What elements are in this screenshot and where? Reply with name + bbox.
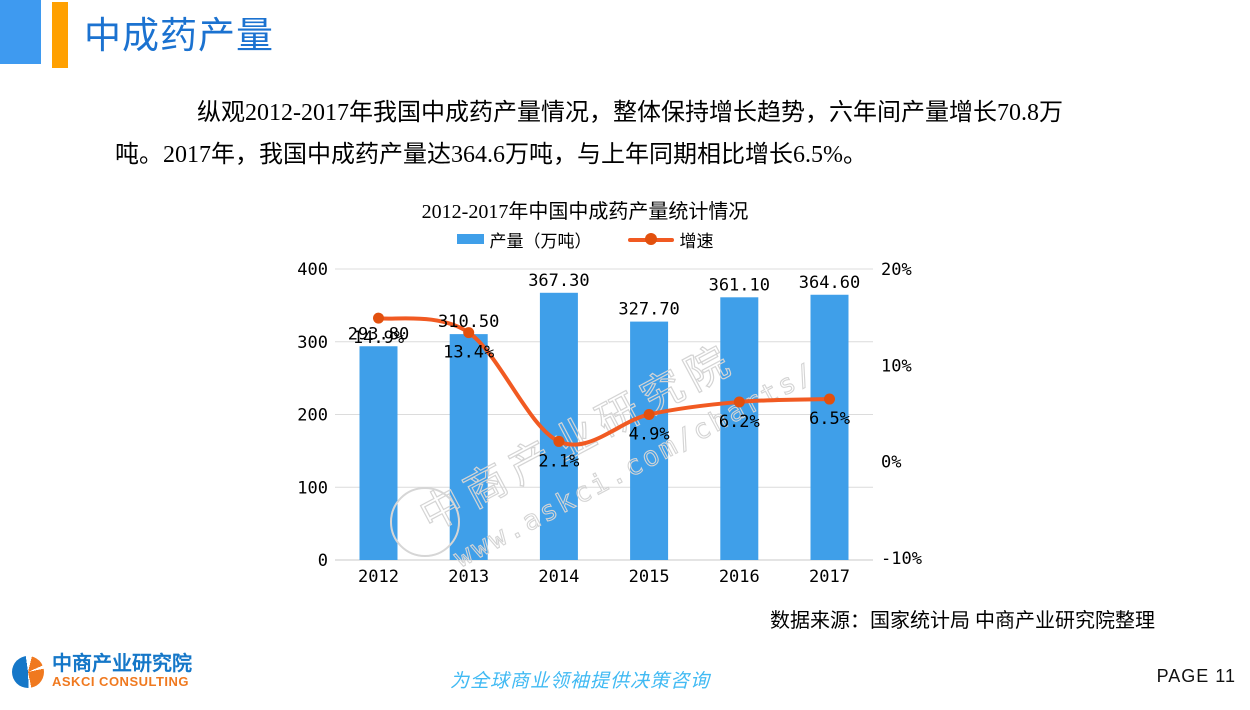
growth-marker-2013 (463, 327, 475, 339)
page-title: 中成药产量 (84, 16, 274, 57)
intro-paragraph: 纵观2012-2017年我国中成药产量情况，整体保持增长趋势，六年间产量增长70… (115, 92, 1130, 176)
right-axis-tick: 10% (881, 356, 912, 376)
growth-value-label: 14.9% (353, 328, 404, 348)
chart-svg: 0100200300400-10%0%10%20%中商产业研究院www.askc… (297, 260, 922, 587)
data-source: 数据来源：国家统计局 中商产业研究院整理 (770, 610, 1155, 632)
legend-item-growth: 增速 (627, 227, 714, 252)
bar-series-swatch (456, 234, 484, 244)
left-axis-tick: 400 (297, 260, 328, 280)
growth-marker-2015 (643, 408, 655, 420)
page-number: PAGE 11 (1156, 666, 1236, 686)
line-series-swatch (627, 233, 674, 245)
x-axis-label-2013: 2013 (448, 567, 489, 587)
left-axis-tick: 100 (297, 478, 328, 498)
bar-2014 (539, 292, 578, 560)
bar-value-label: 367.30 (528, 271, 589, 291)
company-logo: 中商产业研究院 ASKCI CONSULTING (12, 654, 192, 689)
x-axis-label-2015: 2015 (629, 567, 670, 587)
bar-2016 (720, 297, 759, 560)
bar-value-label: 310.50 (438, 312, 499, 332)
askci-logo-icon (12, 655, 44, 688)
bar-2017 (810, 294, 849, 560)
growth-marker-2014 (553, 435, 565, 447)
production-chart: 0 100 200 300 400 -10% 0% 10% 20% 中商产业研究院 www.askc… (280, 250, 940, 595)
header-accent-square (0, 0, 41, 64)
legend-label-growth: 增速 (679, 231, 714, 251)
bar-value-label: 327.70 (618, 300, 679, 320)
header-accent-bar (52, 2, 68, 68)
right-axis-tick: -10% (881, 549, 922, 569)
growth-marker-2017 (824, 393, 835, 405)
growth-marker-2012 (373, 312, 384, 324)
left-axis-tick: 0 (318, 551, 328, 571)
chart-legend: 产量（万吨） 增速 (270, 227, 900, 252)
legend-label-production: 产量（万吨） (489, 231, 592, 251)
logo-en-text: ASKCI CONSULTING (52, 674, 190, 689)
bar-value-label: 293.80 (348, 324, 409, 344)
growth-value-label: 4.9% (629, 424, 670, 444)
right-axis-tick: 0% (881, 453, 901, 473)
chart-title: 2012-2017年中国中成药产量统计情况 (421, 201, 749, 223)
bar-value-label: 364.60 (799, 273, 860, 293)
bar-2013 (449, 334, 488, 560)
x-axis-label-2014: 2014 (538, 567, 579, 587)
legend-item-production: 产量（万吨） (456, 227, 592, 252)
growth-marker-2016 (733, 396, 745, 408)
growth-value-label: 2.1% (538, 451, 579, 471)
left-axis-tick: 300 (297, 333, 328, 353)
right-axis-tick: 20% (881, 260, 912, 280)
footer-tagline: 为全球商业领袖提供决策咨询 (449, 671, 710, 692)
growth-value-label: 6.2% (719, 412, 760, 432)
left-axis-tick: 200 (297, 406, 328, 426)
bar-value-label: 361.10 (709, 275, 770, 295)
logo-cn-text: 中商产业研究院 (52, 653, 192, 675)
intro-line-1: 纵观2012-2017年我国中成药产量情况，整体保持增长趋势，六年间产量增长70… (197, 100, 1063, 126)
x-axis-label-2012: 2012 (358, 567, 399, 587)
bar-2015 (630, 321, 669, 560)
intro-line-2: 吨。2017年，我国中成药产量达364.6万吨，与上年同期相比增长6.5%。 (115, 142, 867, 168)
growth-value-label: 13.4% (443, 343, 494, 363)
x-axis-label-2016: 2016 (719, 567, 760, 587)
growth-value-label: 6.5% (809, 409, 850, 429)
x-axis-label-2017: 2017 (809, 567, 850, 587)
watermark-circle (390, 487, 460, 557)
